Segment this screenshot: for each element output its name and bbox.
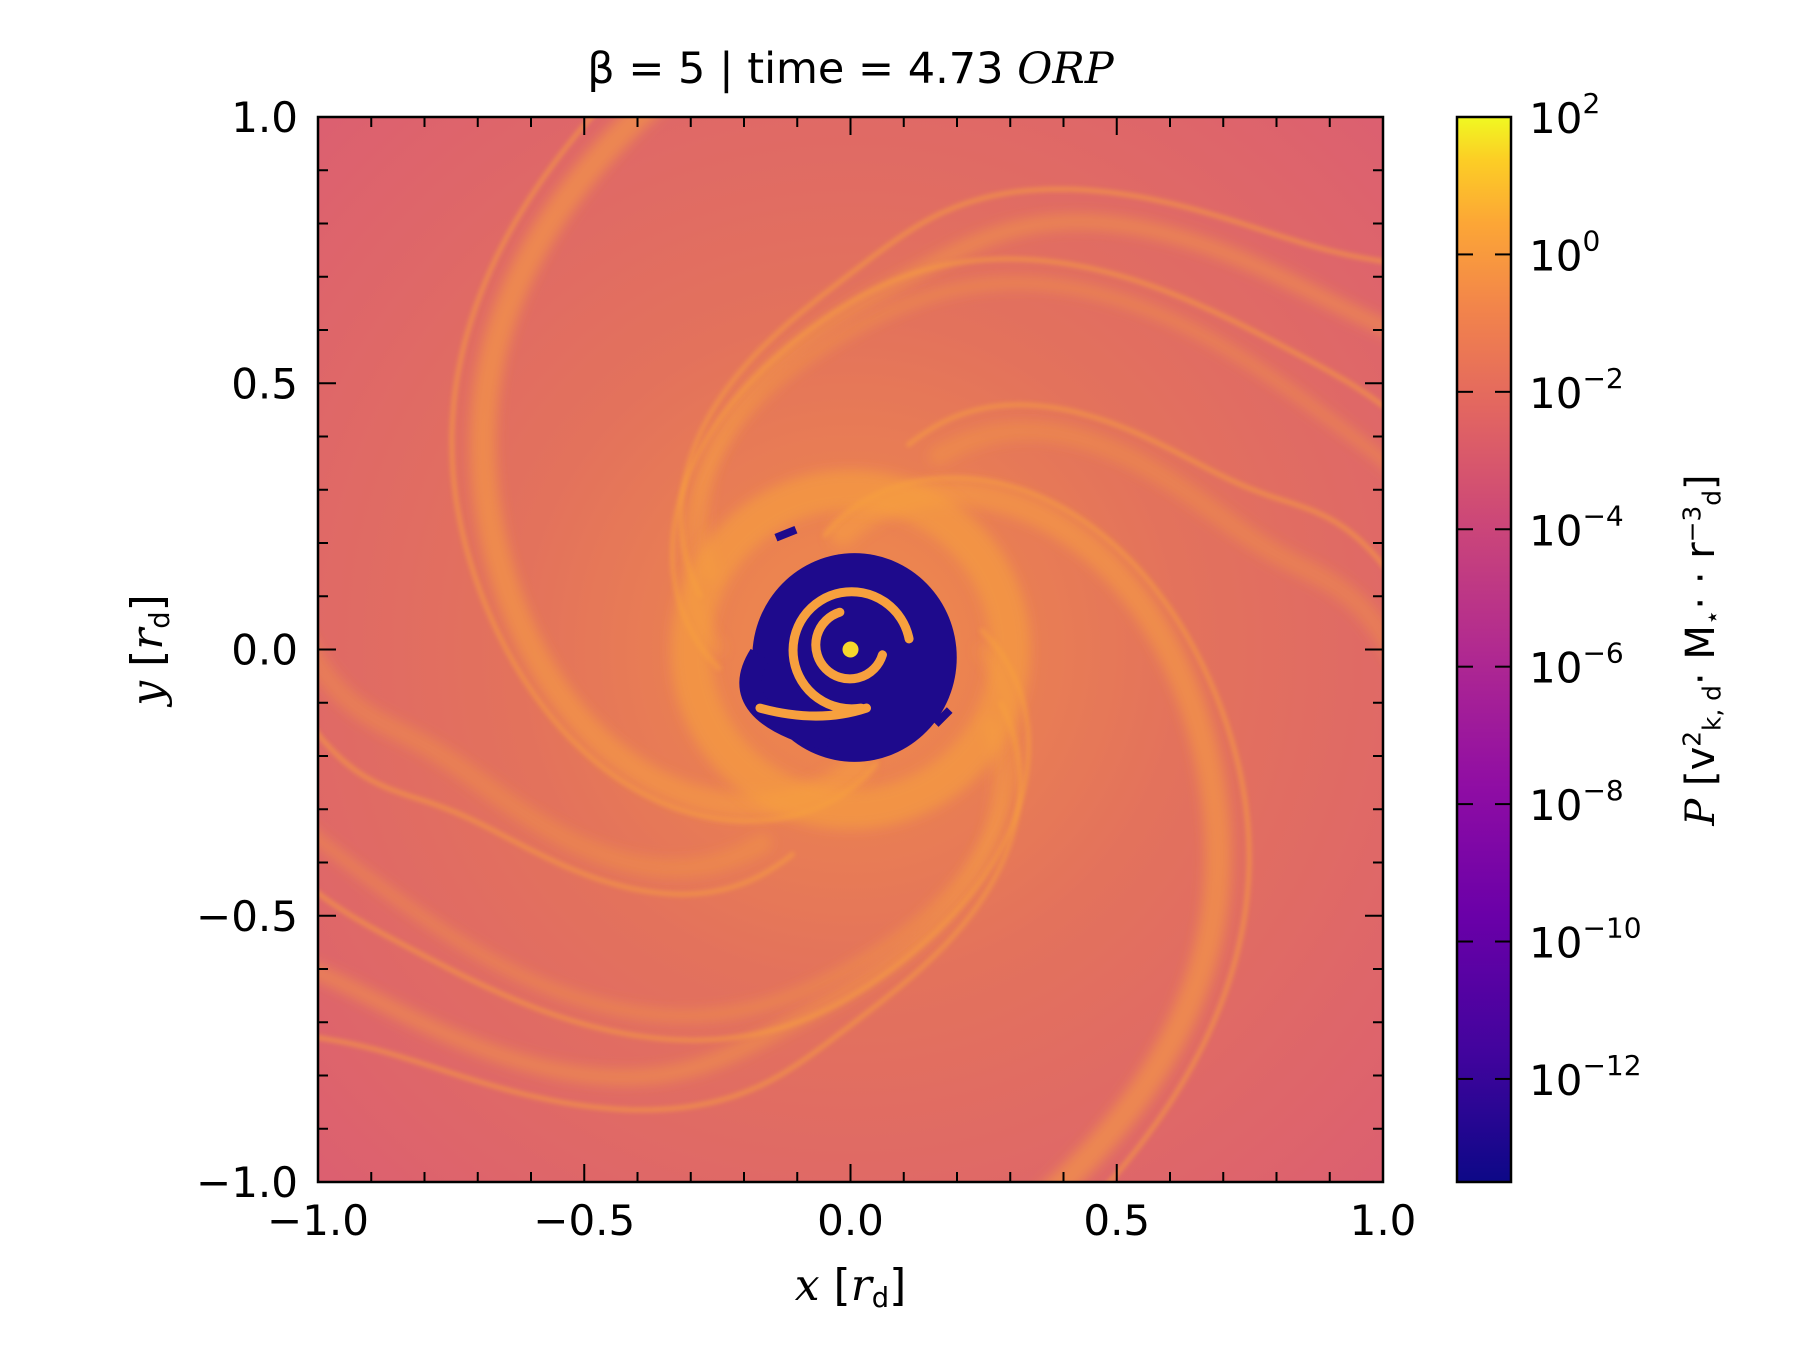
spiral-filament: [449, 117, 879, 824]
y-tick-labels: −1.0 −0.5 0.0 0.5 1.0: [196, 93, 298, 1207]
spiral-arm: [470, 117, 872, 819]
cavity-fragment: [774, 525, 798, 542]
colorbar-frame: [1455, 115, 1513, 1184]
x-tick-labels: −1.0 −0.5 0.0 0.5 1.0: [267, 1196, 1416, 1245]
spiral-filament: [906, 402, 1383, 569]
cavity-fragment: [932, 707, 953, 727]
colorbar-tick-label: 10−4: [1529, 499, 1624, 555]
spiral-arms: [318, 117, 1383, 1182]
colorbar-tick-label: 10−8: [1529, 774, 1624, 830]
spiral-arm: [318, 645, 773, 879]
spiral-filament: [318, 730, 795, 897]
y-axis-label: y [rd]: [122, 594, 176, 706]
spiral-arm: [829, 480, 1231, 1182]
x-tick-label: 1.0: [1350, 1196, 1417, 1245]
x-tick-label: −1.0: [267, 1196, 369, 1245]
colorbar-tick-label: 10−6: [1529, 637, 1624, 693]
inner-ring: [670, 469, 1031, 830]
colorbar-tick-label: 10−12: [1529, 1049, 1642, 1105]
y-tick-label: −1.0: [196, 1158, 298, 1207]
colorbar-tick-label: 100: [1529, 224, 1600, 280]
y-tick-label: −0.5: [196, 892, 298, 941]
inner-stream: [811, 607, 887, 684]
x-tick-label: 0.5: [1083, 1196, 1150, 1245]
cavity-disk: [752, 553, 957, 762]
y-tick-label: 1.0: [231, 93, 298, 142]
colorbar-tick-label: 102: [1529, 87, 1600, 143]
colorbar-tick-label: 10−10: [1529, 912, 1642, 968]
spiral-arm: [318, 644, 1021, 1022]
spiral-filament: [678, 186, 1383, 599]
colorbar-tick-label: 10−2: [1529, 362, 1624, 418]
central-core: [842, 641, 859, 658]
pressure-field: [318, 117, 1383, 1182]
x-axis-label: x [rd]: [794, 1260, 907, 1314]
axis-ticks: [317, 116, 1384, 1183]
spiral-filament: [822, 475, 1252, 1182]
colorbar-ticks: 102 100 10−2 10−4 10−6 10−8 10−10 10−12: [1457, 87, 1642, 1105]
colorbar-label: P [v2k, d· M⋆· · r−3d]: [1677, 474, 1727, 826]
spiral-arm: [928, 420, 1383, 654]
colorbar-gradient: [1457, 117, 1511, 1182]
y-tick-label: 0.0: [231, 626, 298, 675]
y-tick-label: 0.5: [231, 359, 298, 408]
chart-title: β = 5 | time = 4.73 ORP: [587, 44, 1114, 94]
x-tick-label: 0.0: [817, 1196, 884, 1245]
spiral-filament: [318, 700, 1023, 1113]
spiral-filament: [669, 256, 1383, 671]
spiral-filament: [318, 628, 1032, 1043]
inner-stream: [788, 587, 914, 714]
low-pressure-cavity: [739, 525, 957, 762]
x-tick-label: −0.5: [533, 1196, 635, 1245]
spiral-arm: [680, 277, 1383, 655]
inner-stream: [755, 703, 871, 721]
